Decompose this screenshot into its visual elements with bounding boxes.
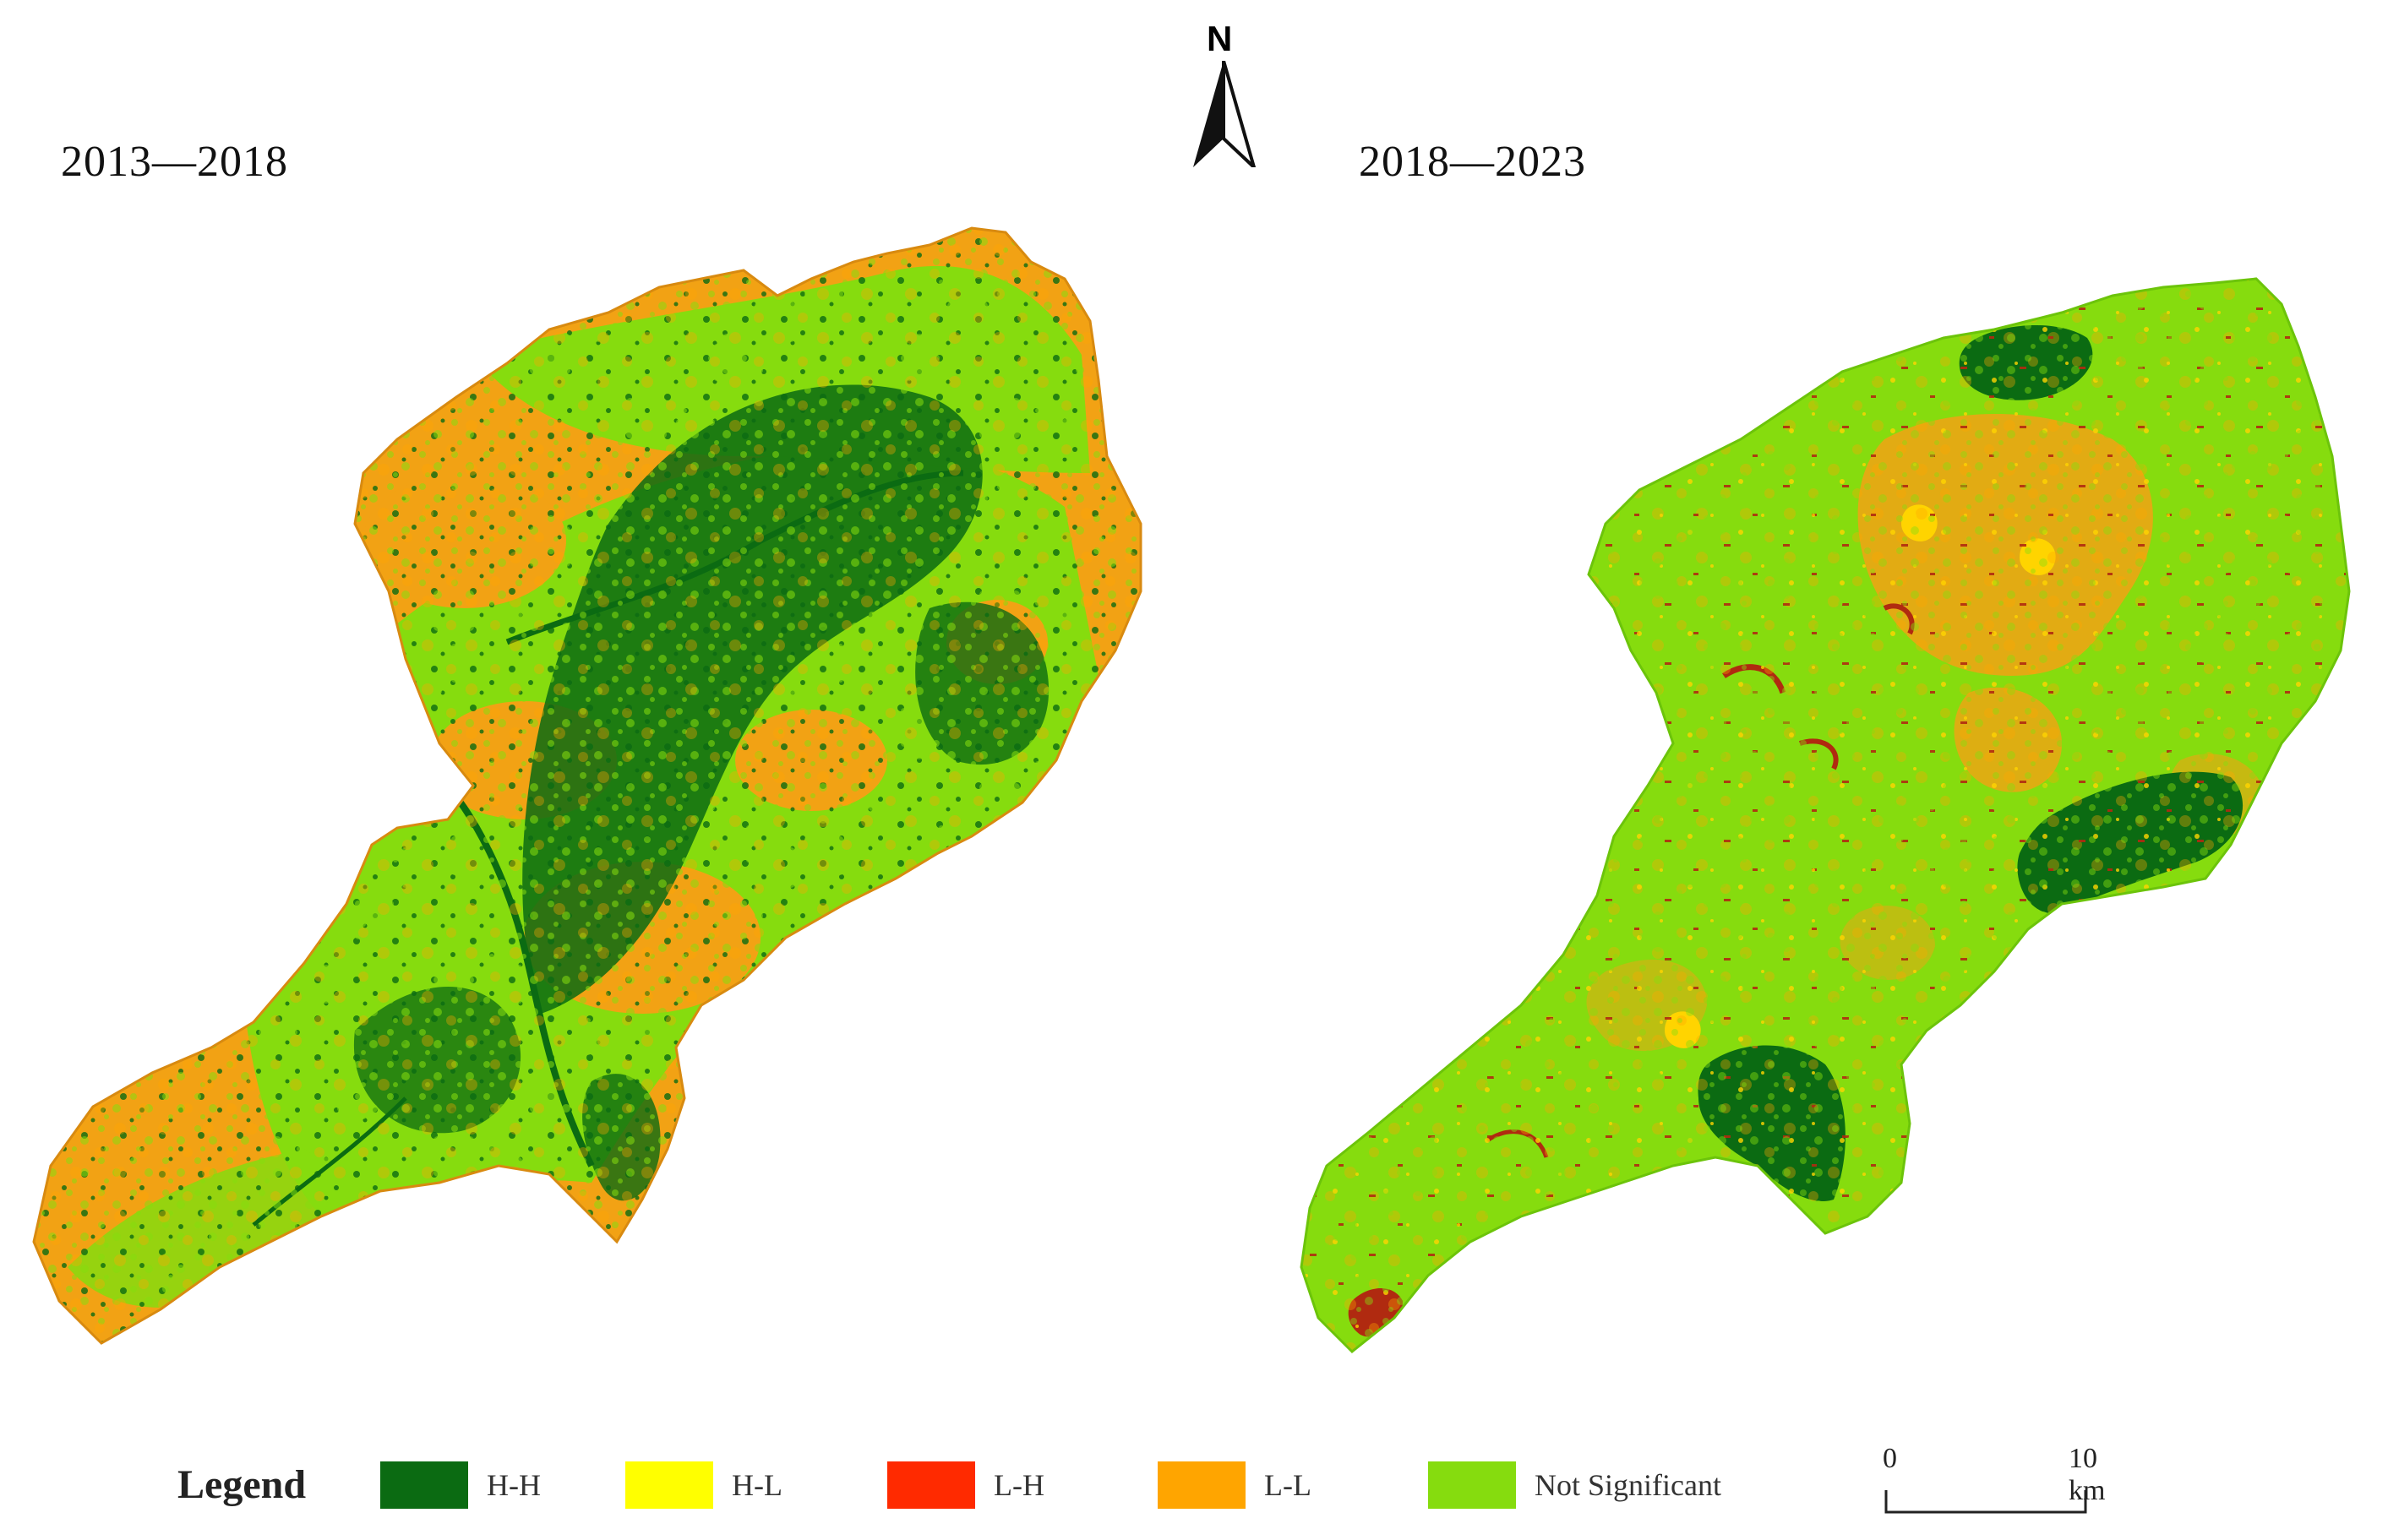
legend-swatch-hl	[625, 1461, 713, 1509]
map-left-surface	[34, 228, 1141, 1343]
map-right-surface	[1301, 279, 2349, 1352]
legend-swatch-ll	[1158, 1461, 1246, 1509]
legend-item-hh: H-H	[380, 1460, 541, 1510]
legend-item-not-significant: Not Significant	[1428, 1460, 1721, 1510]
panel-title-left: 2013—2018	[61, 138, 288, 186]
north-label: N	[1207, 19, 1233, 58]
legend-title: Legend	[177, 1462, 307, 1507]
legend-label-not-significant: Not Significant	[1535, 1468, 1721, 1502]
legend-swatch-lh	[887, 1461, 975, 1509]
legend-item-hl: H-L	[625, 1460, 782, 1510]
legend-item-ll: L-L	[1158, 1460, 1311, 1510]
legend: Legend H-H H-L L-H L-L Not Significant	[177, 1460, 1783, 1519]
panel-title-right: 2018—2023	[1359, 138, 1586, 186]
legend-label-hh: H-H	[487, 1468, 541, 1502]
legend-swatch-hh	[380, 1461, 468, 1509]
legend-label-lh: L-H	[994, 1468, 1044, 1502]
scale-bar-start-label: 0	[1883, 1443, 1897, 1474]
scale-bar: 0 10 km	[1883, 1443, 2136, 1519]
legend-item-lh: L-H	[887, 1460, 1044, 1510]
legend-swatch-not-significant	[1428, 1461, 1516, 1509]
legend-label-ll: L-L	[1264, 1468, 1311, 1502]
scale-bar-end-label: 10 km	[2069, 1443, 2106, 1506]
north-arrow-icon	[1193, 61, 1257, 167]
legend-label-hl: H-L	[732, 1468, 782, 1502]
scale-bar-line	[1884, 1490, 2087, 1514]
